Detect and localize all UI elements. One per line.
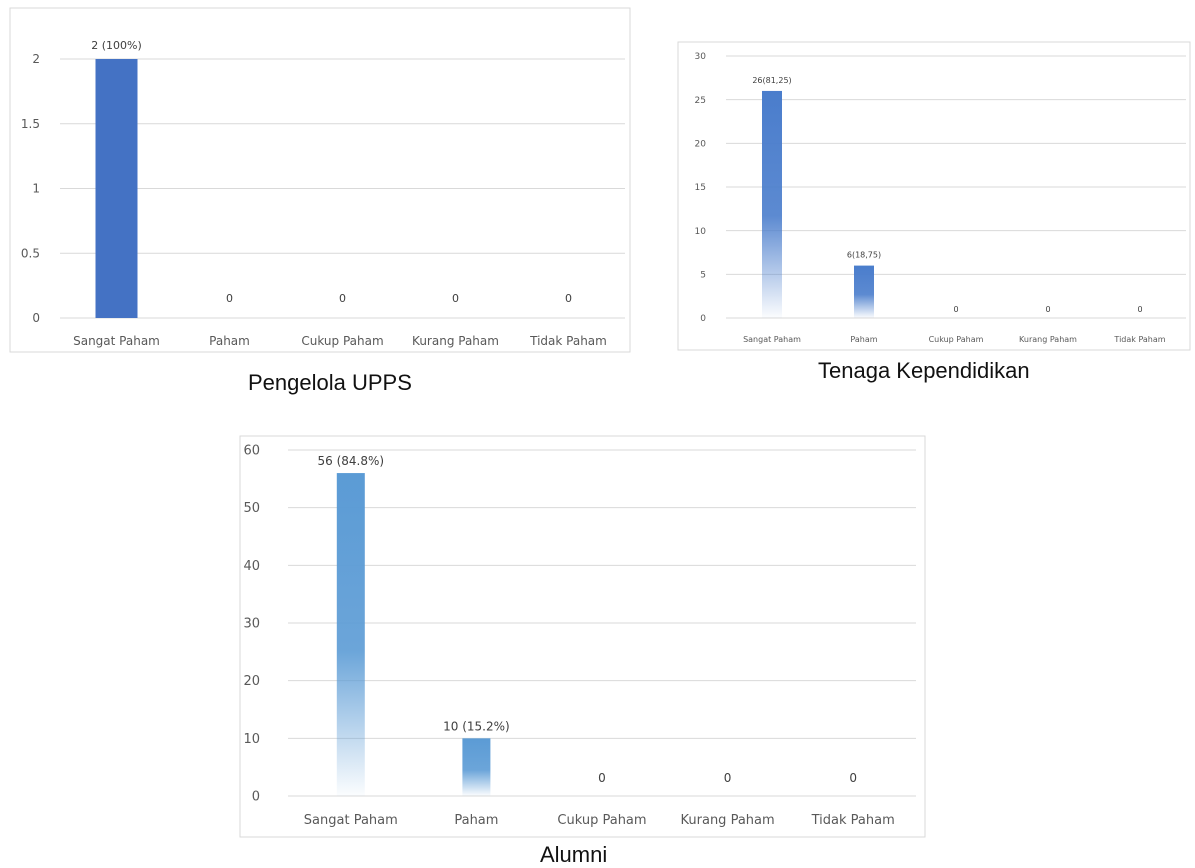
caption-upps: Pengelola UPPS (248, 370, 412, 395)
data-label: 10 (15.2%) (443, 719, 510, 733)
caption-alumni: Alumni (540, 842, 608, 867)
bar-paham (854, 265, 874, 318)
y-tick-label: 30 (695, 52, 707, 62)
data-label: 0 (598, 771, 606, 785)
caption-tendik: Tenaga Kependidikan (818, 358, 1030, 383)
y-tick-label: 0 (252, 790, 260, 805)
category-label: Paham (454, 813, 498, 828)
y-tick-label: 10 (243, 732, 260, 747)
y-tick-label: 15 (695, 183, 706, 193)
bar-sangat-paham (336, 473, 365, 796)
chart-frame (677, 41, 1191, 351)
data-label: 0 (1045, 305, 1050, 314)
y-tick-label: 20 (695, 139, 707, 149)
data-label: 26(81,25) (752, 76, 791, 85)
y-tick-label: 40 (243, 559, 260, 574)
bar-sangat-paham (762, 90, 782, 318)
y-tick-label: 0 (700, 314, 706, 324)
category-label: Tidak Paham (1113, 335, 1165, 344)
data-label: 0 (452, 292, 459, 305)
category-label: Kurang Paham (1019, 335, 1077, 344)
bar-chart-tendik: 0 5 10 15 20 25 30 26(81,25) Sangat Paham 6(18,75… (677, 41, 1191, 351)
category-label: Cukup Paham (929, 335, 984, 344)
data-label: 6(18,75) (847, 251, 881, 260)
y-tick-label: 1 (32, 182, 40, 196)
category-label: Sangat Paham (743, 335, 801, 344)
category-label: Tidak Paham (529, 334, 607, 348)
bar-chart-upps: 0 0.5 1 1.5 2 2 (100%) Sangat Paham 0 Paham 0 Cuku… (9, 7, 631, 353)
chart-frame (9, 7, 631, 353)
chart-frame (239, 435, 926, 838)
y-tick-label: 10 (695, 227, 707, 237)
data-label: 2 (100%) (91, 39, 142, 52)
data-label: 0 (1137, 305, 1142, 314)
y-tick-label: 1.5 (21, 117, 40, 131)
chart-panel-alumni: 0 10 20 30 40 50 60 56 (84.8%) Sangat Paham 10 (1… (230, 432, 930, 842)
bar-paham (462, 738, 491, 796)
y-tick-label: 50 (243, 501, 260, 516)
data-label: 0 (953, 305, 958, 314)
data-label: 0 (226, 292, 233, 305)
category-label: Cukup Paham (557, 813, 646, 828)
category-label: Kurang Paham (412, 334, 499, 348)
data-label: 0 (849, 771, 857, 785)
bar-sangat-paham (95, 59, 138, 318)
y-tick-label: 25 (695, 96, 706, 106)
y-tick-label: 30 (243, 617, 260, 632)
y-tick-label: 60 (243, 444, 260, 459)
y-tick-label: 5 (700, 270, 706, 280)
y-tick-label: 2 (32, 52, 40, 66)
data-label: 0 (565, 292, 572, 305)
y-tick-label: 0 (32, 311, 40, 325)
category-label: Tidak Paham (811, 813, 895, 828)
category-label: Paham (850, 335, 877, 344)
bar-chart-alumni: 0 10 20 30 40 50 60 56 (84.8%) Sangat Paham 10 (1… (239, 435, 926, 838)
chart-panel-tendik: 0 5 10 15 20 25 30 26(81,25) Sangat Paham 6(18,75… (676, 40, 1192, 352)
category-label: Paham (209, 334, 250, 348)
y-tick-label: 20 (243, 674, 260, 689)
category-label: Cukup Paham (301, 334, 383, 348)
y-tick-label: 0.5 (21, 246, 40, 260)
data-label: 0 (724, 771, 732, 785)
category-label: Kurang Paham (681, 813, 775, 828)
chart-panel-upps: 0 0.5 1 1.5 2 2 (100%) Sangat Paham 0 Paham 0 Cuku… (0, 0, 640, 360)
category-label: Sangat Paham (73, 334, 160, 348)
data-label: 0 (339, 292, 346, 305)
category-label: Sangat Paham (304, 813, 398, 828)
data-label: 56 (84.8%) (318, 454, 385, 468)
